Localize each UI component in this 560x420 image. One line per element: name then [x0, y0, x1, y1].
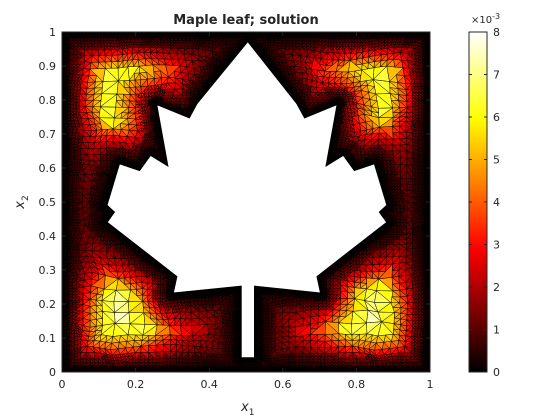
- y-axis-label: x2: [13, 195, 31, 209]
- y-tick-label: 0.4: [39, 230, 57, 243]
- x-tick-label: 0.8: [348, 378, 366, 391]
- chart-title: Maple leaf; solution: [173, 13, 318, 28]
- y-tick-label: 0.3: [39, 264, 57, 277]
- colorbar-tick-label: 4: [493, 196, 500, 209]
- y-tick-label: 0.1: [39, 332, 57, 345]
- colorbar-tick-label: 7: [493, 69, 500, 82]
- y-tick-label: 0.2: [39, 298, 57, 311]
- x-tick-label: 0.6: [274, 378, 292, 391]
- y-tick-label: 0.6: [39, 162, 57, 175]
- y-tick-label: 0.5: [39, 196, 57, 209]
- y-tick-label: 0.9: [39, 60, 57, 73]
- colorbar-tick-label: 0: [493, 366, 500, 379]
- x-tick-label: 1: [427, 378, 434, 391]
- colorbar-exponent: ×10-3: [471, 12, 500, 26]
- x-tick-label: 0.4: [200, 378, 218, 391]
- y-tick-label: 0.8: [39, 94, 57, 107]
- colorbar-tick-label: 2: [493, 281, 500, 294]
- colorbar-tick-label: 3: [493, 239, 500, 252]
- colorbar-tick-label: 8: [493, 26, 500, 39]
- colorbar-tick-label: 5: [493, 154, 500, 167]
- y-tick-label: 1: [49, 26, 56, 39]
- y-tick-label: 0: [49, 366, 56, 379]
- y-tick-label: 0.7: [39, 128, 57, 141]
- x-axis-label: x1: [240, 400, 254, 418]
- x-tick-label: 0: [59, 378, 66, 391]
- x-tick-label: 0.2: [127, 378, 145, 391]
- colorbar: 0 1 2 3 4 5 6 7 8 ×10-3: [469, 12, 500, 379]
- colorbar-tick-label: 1: [493, 324, 500, 337]
- colorbar-tick-label: 6: [493, 111, 500, 124]
